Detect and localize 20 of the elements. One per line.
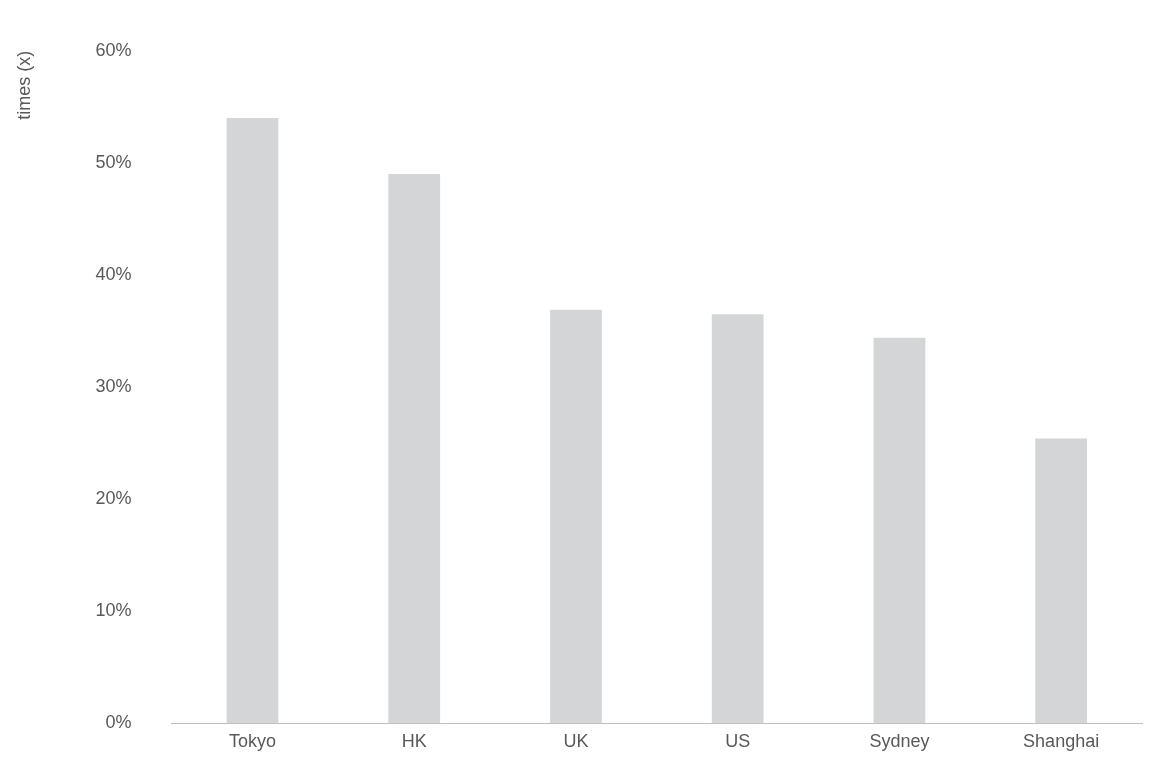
- x-tick-label: HK: [401, 730, 427, 751]
- bar: [226, 118, 279, 724]
- y-tick-label: 50%: [95, 151, 132, 172]
- x-tick-label: Tokyo: [228, 730, 277, 751]
- y-tick-label: 30%: [95, 375, 132, 396]
- bar: [550, 309, 602, 724]
- y-tick-label: 20%: [95, 488, 132, 509]
- bar: [388, 174, 441, 724]
- x-tick-label: Shanghai: [1023, 730, 1100, 751]
- y-tick-label: 60%: [95, 39, 132, 60]
- y-tick-label: 40%: [95, 263, 132, 284]
- bar: [873, 337, 926, 724]
- y-axis-title: times (x): [13, 50, 34, 120]
- y-tick-label: 10%: [95, 600, 132, 621]
- x-tick-label: UK: [563, 730, 589, 751]
- x-tick-label: US: [725, 730, 751, 751]
- x-tick-label: Sydney: [869, 730, 930, 751]
- bar: [1035, 438, 1088, 724]
- y-tick-label: 0%: [105, 712, 132, 733]
- bar: [711, 314, 764, 724]
